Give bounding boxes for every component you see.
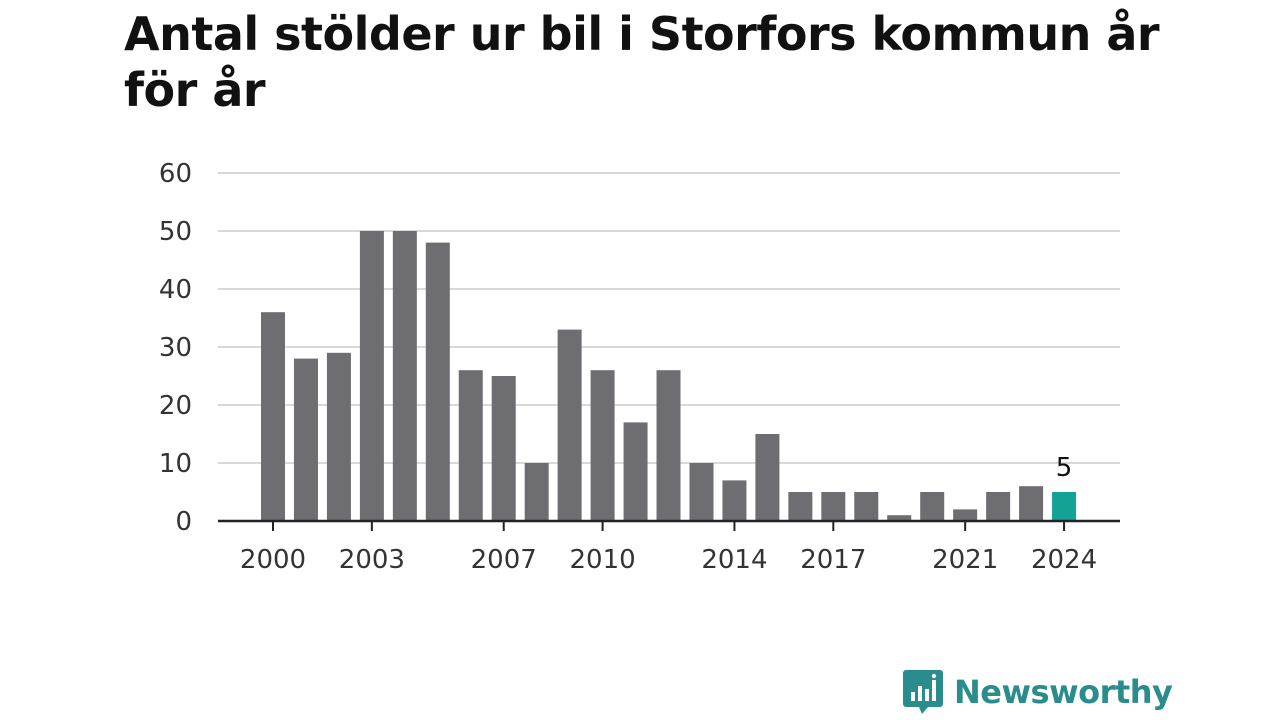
newsworthy-logo-icon — [903, 670, 943, 714]
x-tick-label: 2000 — [240, 545, 306, 575]
y-axis-labels: 0 10 20 30 40 50 60 — [159, 159, 192, 537]
y-tick-label: 10 — [159, 449, 192, 479]
bar-2010 — [590, 370, 615, 521]
newsworthy-logo: Newsworthy — [902, 668, 1173, 716]
bar-2013 — [689, 463, 714, 521]
highlight-value-label: 5 — [1056, 453, 1073, 483]
y-tick-label: 20 — [159, 391, 192, 421]
bar-2021 — [953, 509, 978, 521]
chart-title: Antal stölder ur bil i Storfors kommun å… — [124, 7, 1160, 117]
y-tick-label: 0 — [175, 507, 192, 537]
y-tick-label: 30 — [159, 333, 192, 363]
x-axis-ticks: 2000 2003 2007 2010 2014 2017 2021 2024 — [240, 521, 1097, 575]
x-tick-label: 2003 — [339, 545, 405, 575]
bar-2011 — [623, 422, 648, 521]
bar-2019 — [887, 515, 912, 521]
bar-2014 — [722, 480, 747, 521]
y-tick-label: 50 — [159, 217, 192, 247]
x-tick-label: 2024 — [1031, 545, 1097, 575]
bar-2005 — [425, 242, 450, 521]
bars — [261, 231, 1077, 521]
bar-2004 — [392, 231, 417, 521]
bar-2020 — [920, 492, 945, 521]
x-tick-label: 2014 — [701, 545, 767, 575]
bar-2012 — [656, 370, 681, 521]
bar-2022 — [986, 492, 1011, 521]
x-tick-label: 2021 — [932, 545, 998, 575]
bar-2006 — [458, 370, 483, 521]
bar-2009 — [557, 329, 582, 521]
x-tick-label: 2010 — [570, 545, 636, 575]
bar-2018 — [854, 492, 879, 521]
bar-2008 — [524, 463, 549, 521]
y-tick-label: 60 — [159, 159, 192, 189]
bar-2015 — [755, 434, 780, 521]
bar-2017 — [821, 492, 846, 521]
bar-2000 — [261, 312, 285, 521]
bar-2023 — [1019, 486, 1044, 521]
x-tick-label: 2017 — [800, 545, 866, 575]
bar-2024 — [1052, 492, 1077, 521]
brand-name: Newsworthy — [954, 673, 1173, 711]
bar-2001 — [293, 358, 318, 521]
bar-2016 — [788, 492, 813, 521]
bar-2007 — [491, 376, 516, 521]
x-tick-label: 2007 — [471, 545, 537, 575]
bar-2002 — [326, 352, 351, 521]
data-labels: 5 — [1056, 453, 1073, 483]
y-tick-label: 40 — [159, 275, 192, 305]
bar-2003 — [359, 231, 384, 521]
